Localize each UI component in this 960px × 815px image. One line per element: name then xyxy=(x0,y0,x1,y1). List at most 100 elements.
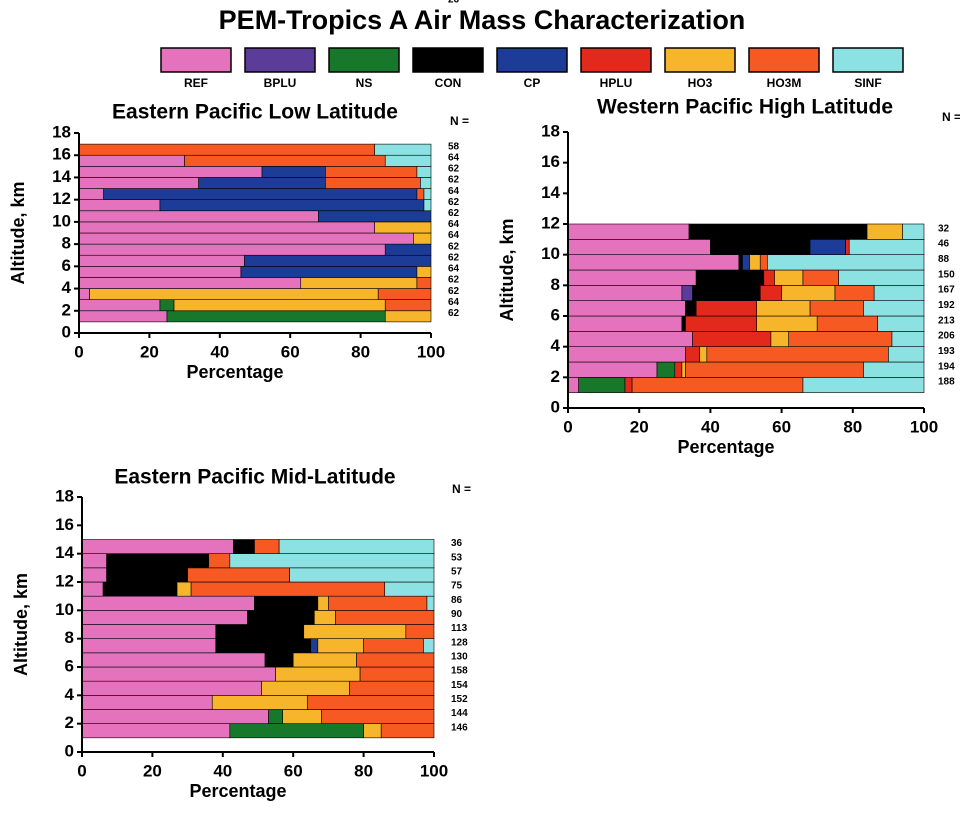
bar-segment xyxy=(359,666,435,682)
bar-segment xyxy=(184,154,386,167)
bar-segment xyxy=(767,254,925,271)
bar-segment xyxy=(363,638,424,654)
n-label: 64 xyxy=(448,186,460,197)
bar-segment xyxy=(845,239,850,255)
bar-segment xyxy=(229,553,435,569)
bar-segment xyxy=(81,539,234,554)
y-tick-label: 4 xyxy=(62,278,72,297)
y-tick-label: 16 xyxy=(55,515,74,534)
chart-title: Eastern Pacific Low Latitude xyxy=(112,101,398,124)
y-tick-label: 0 xyxy=(551,397,560,416)
n-label: 75 xyxy=(451,581,463,592)
n-label: 62 xyxy=(448,308,460,319)
bar-segment xyxy=(706,346,889,363)
bar-segment xyxy=(848,239,925,255)
bar-segment xyxy=(685,361,864,378)
bar-segment xyxy=(692,331,772,347)
y-tick-label: 4 xyxy=(65,685,75,704)
y-axis-label: Altitude, km xyxy=(11,573,31,676)
bar-segment xyxy=(567,285,683,301)
bar-segment xyxy=(81,695,213,710)
bar-segment xyxy=(89,288,379,300)
bar-segment xyxy=(695,269,765,286)
bar-segment xyxy=(567,377,579,393)
bar-segment xyxy=(363,723,382,739)
bar-segment xyxy=(863,300,925,317)
bar-segment xyxy=(300,277,418,289)
x-tick-label: 80 xyxy=(351,342,370,361)
bar-segment xyxy=(631,377,804,393)
bar-segment xyxy=(781,285,836,301)
legend-label: CP xyxy=(524,76,541,90)
bar-segment xyxy=(81,709,269,724)
bar-segment xyxy=(770,331,790,347)
n-label: 130 xyxy=(451,652,468,663)
bar-segment xyxy=(81,666,276,682)
n-label: 64 xyxy=(448,219,460,230)
bar-segment xyxy=(384,243,432,256)
bar-segment xyxy=(759,285,782,301)
bar-segment xyxy=(384,310,432,323)
bar-segment xyxy=(349,680,435,696)
legend-swatch xyxy=(748,47,820,73)
bar-segment xyxy=(229,723,364,739)
bar-segment xyxy=(738,254,743,271)
legend-label: HO3 xyxy=(688,76,713,90)
x-axis-label: Percentage xyxy=(677,437,774,457)
n-label: 53 xyxy=(451,552,463,563)
bar-segment xyxy=(244,254,432,267)
bar-segment xyxy=(685,346,701,363)
bar-segment xyxy=(78,266,242,278)
n-label: 62 xyxy=(448,197,460,208)
n-label: 46 xyxy=(938,239,950,250)
bar-segment xyxy=(423,638,435,654)
y-tick-label: 2 xyxy=(62,300,71,319)
x-tick-label: 0 xyxy=(77,761,86,780)
bar-segment xyxy=(838,269,925,286)
bar-segment xyxy=(567,300,686,317)
n-label: 188 xyxy=(938,377,955,388)
n-label: 128 xyxy=(451,637,468,648)
bar-segment xyxy=(81,581,104,597)
bar-segment xyxy=(254,539,280,554)
n-label: 57 xyxy=(451,567,463,578)
x-axis-label: Percentage xyxy=(189,781,286,801)
x-tick-label: 60 xyxy=(281,342,300,361)
y-tick-label: 14 xyxy=(55,543,74,562)
bar-segment xyxy=(240,266,418,278)
bar-segment xyxy=(384,581,435,597)
bar-segment xyxy=(81,638,217,654)
bar-segment xyxy=(674,361,683,378)
bar-segment xyxy=(888,346,925,363)
bar-segment xyxy=(78,299,161,312)
bar-segment xyxy=(325,166,418,178)
x-tick-label: 20 xyxy=(143,761,162,780)
bar-segment xyxy=(314,610,336,625)
chart-title: Eastern Pacific Mid-Latitude xyxy=(114,466,395,489)
n-label: 152 xyxy=(451,694,468,705)
bar-segment xyxy=(78,154,185,167)
bar-segment xyxy=(317,595,329,611)
page-title: PEM-Tropics A Air Mass Characterization xyxy=(219,5,746,35)
bar-segment xyxy=(78,188,104,200)
y-tick-label: 12 xyxy=(52,189,71,208)
bar-segment xyxy=(78,221,375,234)
bar-segment xyxy=(420,177,432,189)
y-tick-label: 12 xyxy=(541,213,560,232)
legend-swatch xyxy=(160,47,232,73)
bar-segment xyxy=(416,188,425,200)
bar-segment xyxy=(318,210,432,223)
bar-segment xyxy=(215,638,312,654)
x-tick-label: 40 xyxy=(210,342,229,361)
bar-segment xyxy=(699,346,708,363)
bar-segment xyxy=(802,269,839,286)
bar-segment xyxy=(891,331,925,347)
bar-segment xyxy=(567,315,683,332)
n-label: 213 xyxy=(938,315,955,326)
legend-label: HO3M xyxy=(767,76,802,90)
bar-segment xyxy=(289,567,435,583)
bar-segment xyxy=(81,595,255,611)
legend-swatch xyxy=(580,47,652,73)
legend-swatch xyxy=(664,47,736,73)
bar-segment xyxy=(176,581,192,597)
